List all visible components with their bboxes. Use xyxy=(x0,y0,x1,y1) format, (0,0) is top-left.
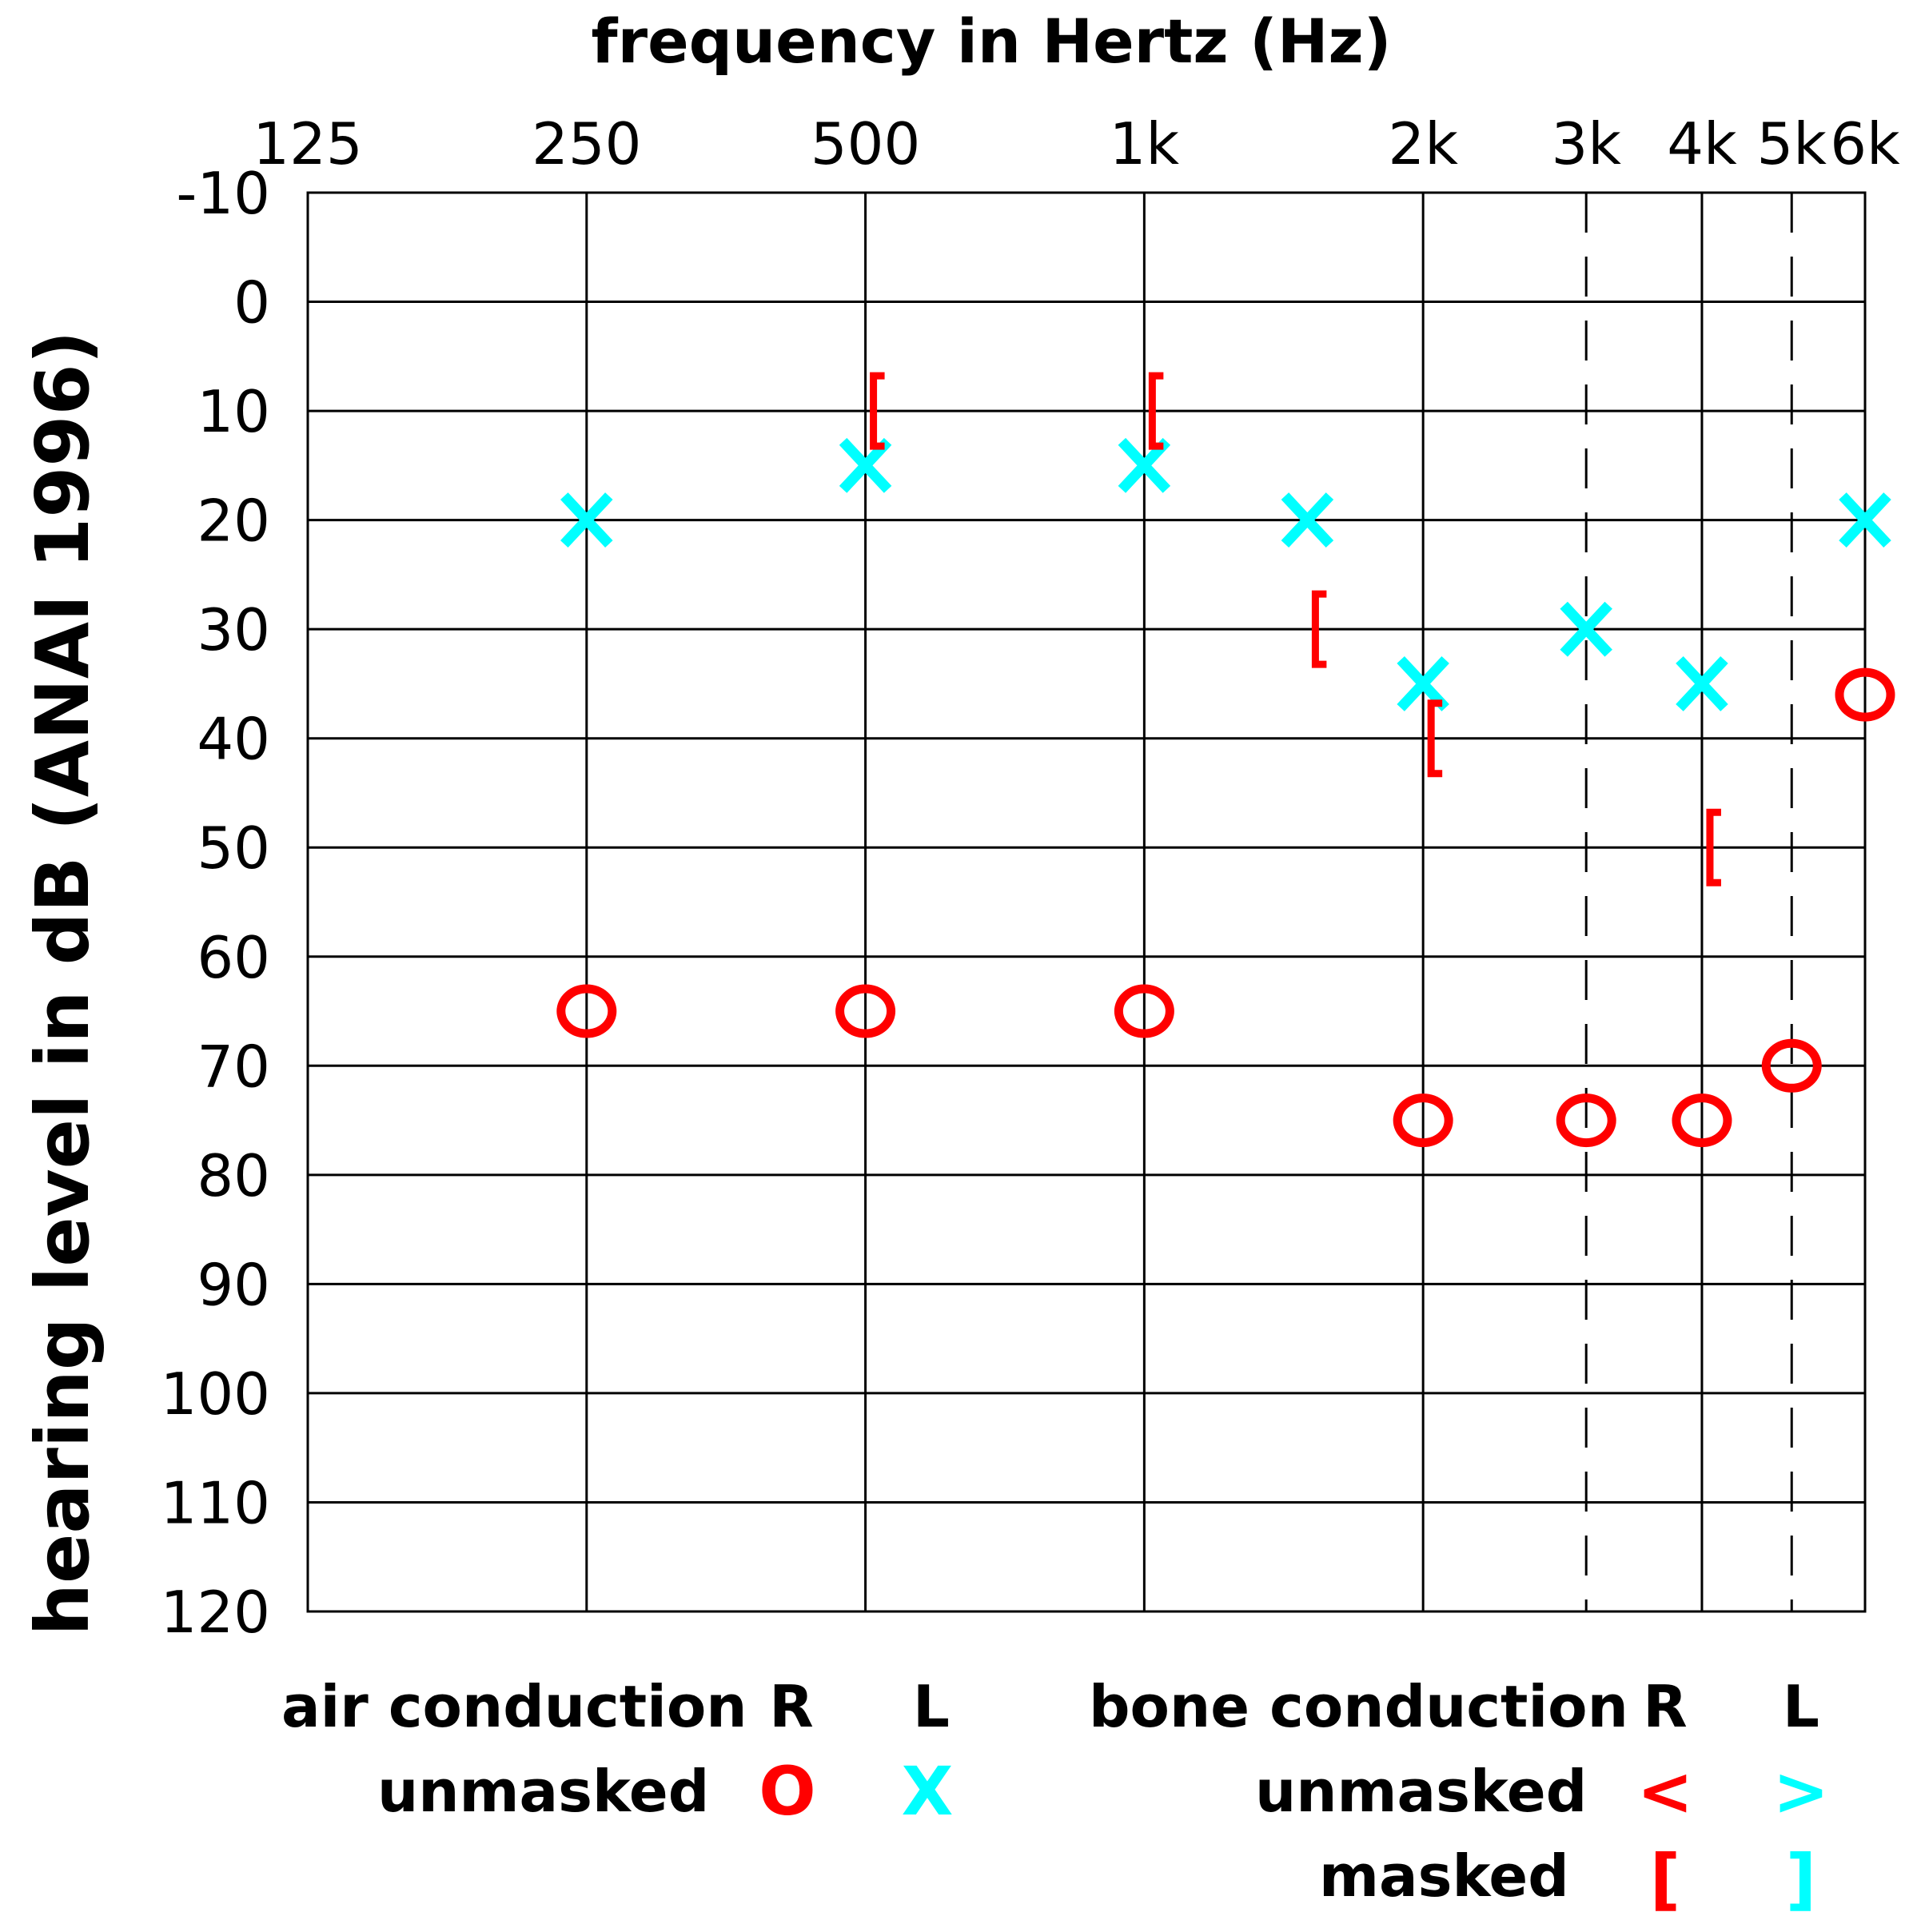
marker-air-right-unmasked xyxy=(1114,984,1174,1038)
x-tick-labels: 125 250 500 1k 2k 3k 4k 5k 6k xyxy=(253,110,1900,177)
legend-bone-masked-label: masked xyxy=(1319,1842,1569,1910)
y-tick-label: 90 xyxy=(197,1251,270,1318)
marker-bone-right-masked xyxy=(1706,808,1721,886)
marker-air-left-unmasked xyxy=(1839,492,1891,548)
x-tick-label: 3k xyxy=(1551,110,1621,177)
marker-air-right-unmasked xyxy=(1835,667,1895,722)
x-tick-label: 2k xyxy=(1388,110,1458,177)
marker-air-right-unmasked xyxy=(835,984,896,1038)
y-tick-label: 50 xyxy=(197,815,270,882)
y-axis-title: hearing level in dB (ANAI 1996) xyxy=(20,331,106,1636)
marker-bone-right-masked xyxy=(870,372,885,450)
legend-bone-r-label: R xyxy=(1643,1673,1687,1740)
y-tick-label: 40 xyxy=(197,706,270,773)
y-tick-label: 80 xyxy=(197,1142,270,1209)
x-tick-label: 4k xyxy=(1667,110,1737,177)
legend-bone-l-label: L xyxy=(1783,1673,1819,1740)
legend-bone-r-unmasked-symbol: < xyxy=(1637,1752,1693,1830)
legend-bone-r-masked-symbol: [ xyxy=(1650,1840,1680,1918)
grid xyxy=(306,191,1867,1613)
marker-air-right-unmasked xyxy=(1556,1093,1616,1148)
legend-bone-l-unmasked-symbol: > xyxy=(1773,1752,1829,1830)
marker-bone-right-masked xyxy=(1311,590,1327,668)
y-tick-label: 120 xyxy=(161,1579,270,1646)
marker-air-left-unmasked xyxy=(1560,601,1612,657)
marker-air-right-unmasked xyxy=(1672,1093,1732,1148)
marker-air-right-unmasked xyxy=(1393,1093,1453,1148)
marker-air-left-unmasked xyxy=(1281,492,1334,548)
plot-frame xyxy=(306,191,1867,1613)
marker-air-right-unmasked xyxy=(556,984,617,1038)
legend-air-l-unmasked-symbol: X xyxy=(902,1752,954,1830)
x-tick-label: 125 xyxy=(253,110,362,177)
marker-air-left-unmasked xyxy=(1676,655,1728,711)
y-tick-label: 20 xyxy=(197,488,270,555)
y-tick-labels: -10 0 10 20 30 40 50 60 70 80 90 100 110 120 xyxy=(161,160,270,1646)
legend-air-r-unmasked-symbol: O xyxy=(759,1752,815,1830)
y-tick-label: 70 xyxy=(197,1033,270,1100)
legend-air-conduction-label: air conduction xyxy=(281,1673,747,1740)
legend-air-l-label: L xyxy=(913,1673,950,1740)
x-tick-label: 5k xyxy=(1756,110,1827,177)
x-tick-label: 6k xyxy=(1830,110,1900,177)
y-tick-label: 10 xyxy=(197,378,270,445)
x-tick-label: 1k xyxy=(1110,110,1180,177)
legend-air-unmasked-label: unmasked xyxy=(377,1758,709,1825)
y-tick-label: 60 xyxy=(197,924,270,991)
data-markers xyxy=(556,372,1895,1148)
y-tick-label: 30 xyxy=(197,596,270,663)
y-tick-label: -10 xyxy=(176,160,270,227)
y-tick-label: 0 xyxy=(233,269,270,337)
legend-air-r-label: R xyxy=(769,1673,813,1740)
y-tick-label: 110 xyxy=(161,1469,270,1536)
x-axis-title: frequency in Hertz (Hz) xyxy=(592,6,1392,77)
y-tick-label: 100 xyxy=(161,1360,270,1428)
legend-bone-unmasked-label: unmasked xyxy=(1255,1758,1587,1825)
marker-air-right-unmasked xyxy=(1761,1038,1822,1093)
marker-air-left-unmasked xyxy=(560,492,613,548)
legend: air conduction R L unmasked O X bone con… xyxy=(281,1673,1829,1918)
marker-bone-right-masked xyxy=(1427,699,1443,778)
legend-bone-l-masked-symbol: ] xyxy=(1786,1840,1816,1918)
marker-bone-right-masked xyxy=(1148,372,1164,450)
legend-bone-conduction-label: bone conduction xyxy=(1089,1673,1628,1740)
x-tick-label: 250 xyxy=(532,110,641,177)
x-tick-label: 500 xyxy=(811,110,920,177)
